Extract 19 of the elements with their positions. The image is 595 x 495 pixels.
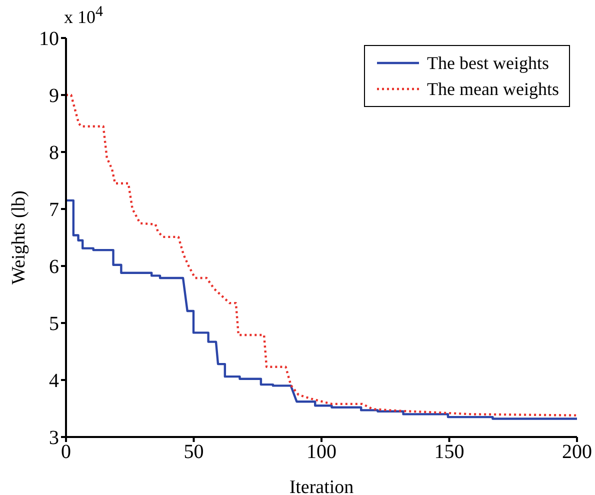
x-tick-label: 50 — [184, 441, 204, 464]
y-tick-label: 4 — [49, 370, 59, 392]
legend-label: The best weights — [427, 52, 550, 74]
y-tick-label: 8 — [49, 142, 59, 164]
x-tick-label: 100 — [306, 441, 336, 464]
x-axis-title: Iteration — [289, 477, 354, 495]
y-axis-title: Weights (lb) — [8, 190, 30, 284]
y-tick-label: 6 — [49, 256, 59, 278]
x-tick-label: 0 — [61, 441, 71, 464]
y-tick-label: 5 — [49, 313, 59, 336]
text: x 10$^{4}$ — [64, 4, 103, 28]
x-tick-label: 200 — [562, 441, 592, 464]
x-tick-label: 150 — [434, 441, 464, 464]
legend-label: The mean weights — [427, 78, 559, 100]
y-tick-label: 9 — [49, 85, 59, 108]
y-tick-label: 7 — [49, 199, 59, 222]
y-tick-label: 10 — [39, 28, 59, 50]
y-tick-label: 3 — [49, 427, 59, 450]
line-series — [66, 199, 577, 420]
